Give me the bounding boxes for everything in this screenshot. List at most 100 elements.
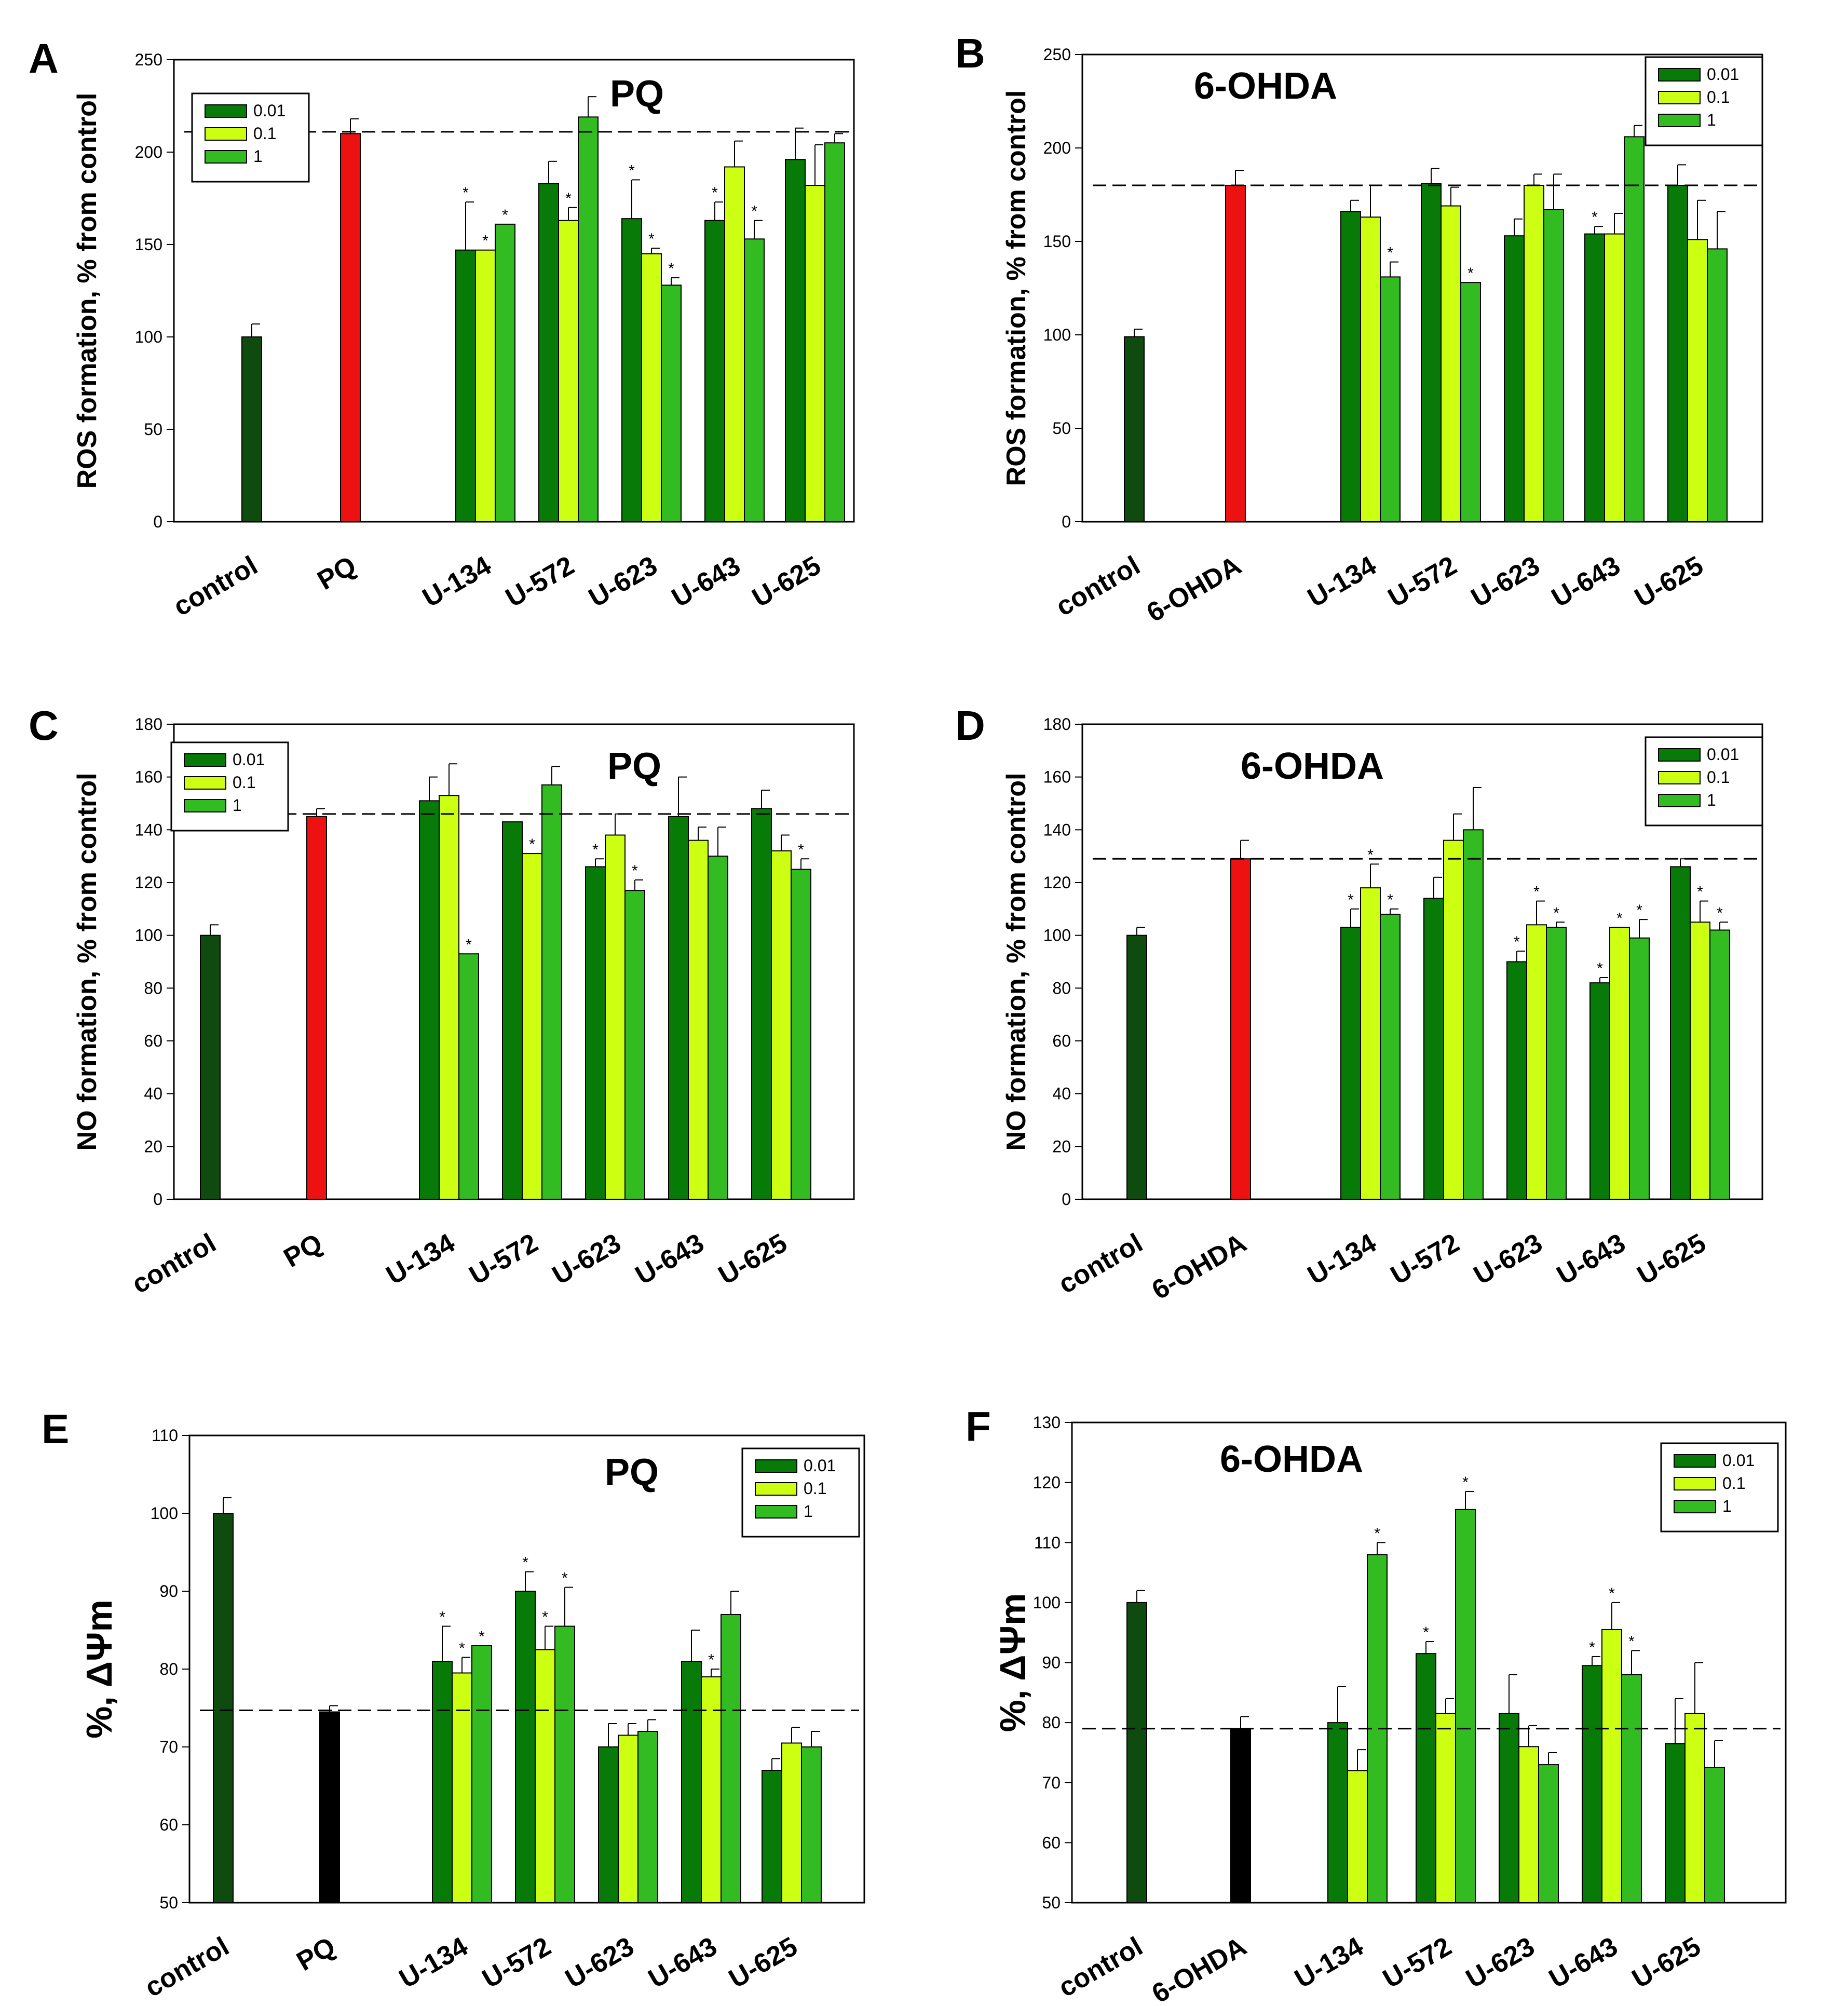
y-tick-label: 250 bbox=[1043, 45, 1071, 64]
y-tick-label: 100 bbox=[151, 1504, 178, 1523]
y-tick-label: 90 bbox=[159, 1582, 178, 1601]
legend-label: 0.1 bbox=[253, 124, 276, 143]
significance-mark: * bbox=[502, 207, 508, 224]
bar-toxin bbox=[1230, 1728, 1251, 1903]
legend-swatch bbox=[1658, 91, 1701, 104]
chart-panel-F: F 6-OHDA 50 60 70 80 90 100 110 120 130 %, ΔΨm * * * * *… bbox=[966, 1403, 1787, 2006]
significance-mark: * bbox=[1387, 245, 1393, 262]
legend-swatch bbox=[1658, 68, 1701, 82]
bar-1 bbox=[1707, 248, 1728, 522]
bar-001 bbox=[1667, 185, 1688, 522]
significance-mark: * bbox=[592, 841, 599, 858]
bar-001 bbox=[502, 821, 523, 1200]
significance-mark: * bbox=[632, 862, 638, 879]
chart-title: 6-OHDA bbox=[1241, 746, 1384, 787]
bar-001 bbox=[1584, 233, 1605, 523]
y-tick-label: 80 bbox=[1052, 979, 1071, 997]
bar-01 bbox=[1360, 887, 1381, 1200]
bar-1 bbox=[1546, 927, 1567, 1200]
legend-swatch bbox=[1658, 114, 1701, 127]
bar-001 bbox=[1416, 1653, 1436, 1903]
bar-01 bbox=[439, 795, 459, 1200]
bar-001 bbox=[621, 218, 642, 523]
category-label: U-625 bbox=[1629, 550, 1708, 613]
y-tick-label: 0 bbox=[153, 512, 162, 531]
bar-01 bbox=[1684, 1713, 1705, 1903]
bar-01 bbox=[688, 839, 709, 1200]
bar-1 bbox=[1621, 1674, 1642, 1903]
bar-toxin bbox=[1230, 858, 1251, 1200]
y-tick-label: 100 bbox=[1043, 326, 1071, 344]
bar-1 bbox=[1538, 1764, 1559, 1903]
panel-letter: E bbox=[42, 1406, 69, 1452]
y-tick-label: 160 bbox=[135, 768, 162, 787]
significance-mark: * bbox=[529, 836, 535, 853]
bar-001 bbox=[762, 1770, 782, 1903]
significance-mark: * bbox=[1462, 1474, 1469, 1491]
legend-label: 0.01 bbox=[233, 750, 265, 769]
bar-1 bbox=[458, 953, 479, 1200]
bar-1 bbox=[708, 856, 728, 1200]
legend-swatch bbox=[184, 753, 226, 767]
bar-01 bbox=[618, 1734, 638, 1903]
bar-001 bbox=[1423, 898, 1444, 1200]
bar-toxin bbox=[306, 816, 327, 1200]
chart-panel-D: D 6-OHDA 0 20 40 60 80 100 120 140 160 180 NO format… bbox=[955, 702, 1763, 1306]
y-tick-label: 140 bbox=[1043, 820, 1071, 839]
bar-01 bbox=[605, 834, 626, 1200]
bar-1 bbox=[1543, 209, 1564, 522]
y-tick-label: 120 bbox=[1043, 873, 1071, 892]
panel-letter: B bbox=[955, 30, 985, 76]
bar-1 bbox=[824, 142, 845, 522]
bar-01 bbox=[1604, 233, 1625, 523]
significance-mark: * bbox=[1553, 904, 1559, 921]
significance-mark: * bbox=[1636, 902, 1642, 919]
y-tick-label: 50 bbox=[1042, 1893, 1061, 1912]
bar-control bbox=[213, 1513, 234, 1903]
significance-mark: * bbox=[1514, 933, 1520, 951]
category-label: 6-OHDA bbox=[1142, 550, 1246, 628]
bar-1 bbox=[1709, 929, 1730, 1200]
bar-001 bbox=[538, 183, 559, 522]
bar-toxin bbox=[319, 1711, 340, 1903]
significance-mark: * bbox=[542, 1609, 548, 1626]
legend-swatch bbox=[1674, 1454, 1716, 1468]
y-tick-label: 0 bbox=[153, 1190, 162, 1209]
category-label: U-572 bbox=[500, 550, 579, 613]
y-tick-label: 180 bbox=[1043, 715, 1071, 734]
bar-001 bbox=[598, 1746, 619, 1903]
chart-title: PQ bbox=[605, 1452, 659, 1493]
category-label: U-623 bbox=[1469, 1228, 1547, 1291]
y-tick-label: 40 bbox=[1052, 1085, 1071, 1103]
category-label: U-625 bbox=[713, 1228, 792, 1291]
category-label: PQ bbox=[312, 550, 361, 596]
category-label: control bbox=[1053, 1931, 1148, 2003]
chart-title: 6-OHDA bbox=[1194, 65, 1337, 107]
category-label: U-623 bbox=[560, 1931, 639, 1994]
panel-letter: C bbox=[29, 702, 59, 749]
bar-01 bbox=[475, 249, 496, 522]
legend-label: 1 bbox=[1722, 1497, 1732, 1515]
category-label: U-643 bbox=[643, 1931, 722, 1994]
bar-001 bbox=[515, 1591, 536, 1903]
legend-label: 0.01 bbox=[1722, 1451, 1755, 1470]
y-tick-label: 180 bbox=[135, 715, 162, 734]
significance-mark: * bbox=[1387, 891, 1393, 909]
y-tick-label: 60 bbox=[1052, 1032, 1071, 1050]
significance-mark: * bbox=[1592, 209, 1598, 226]
y-tick-label: 100 bbox=[135, 926, 162, 945]
category-label: U-625 bbox=[1632, 1228, 1711, 1291]
bar-01 bbox=[522, 853, 542, 1200]
bar-001 bbox=[1340, 211, 1361, 522]
bar-control bbox=[1126, 1602, 1147, 1903]
y-tick-label: 50 bbox=[144, 420, 162, 439]
chart-panel-E: E PQ 50 60 70 80 90 100 110 %, ΔΨm * * * * * * * control P… bbox=[42, 1406, 865, 2003]
y-tick-label: 120 bbox=[135, 873, 162, 892]
legend-label: 1 bbox=[1707, 791, 1716, 809]
bar-01 bbox=[1690, 921, 1710, 1200]
legend-swatch bbox=[1674, 1500, 1716, 1513]
bar-001 bbox=[1340, 927, 1361, 1200]
bar-01 bbox=[1441, 205, 1461, 523]
y-tick-label: 80 bbox=[159, 1660, 178, 1678]
panel-letter: D bbox=[955, 702, 985, 749]
